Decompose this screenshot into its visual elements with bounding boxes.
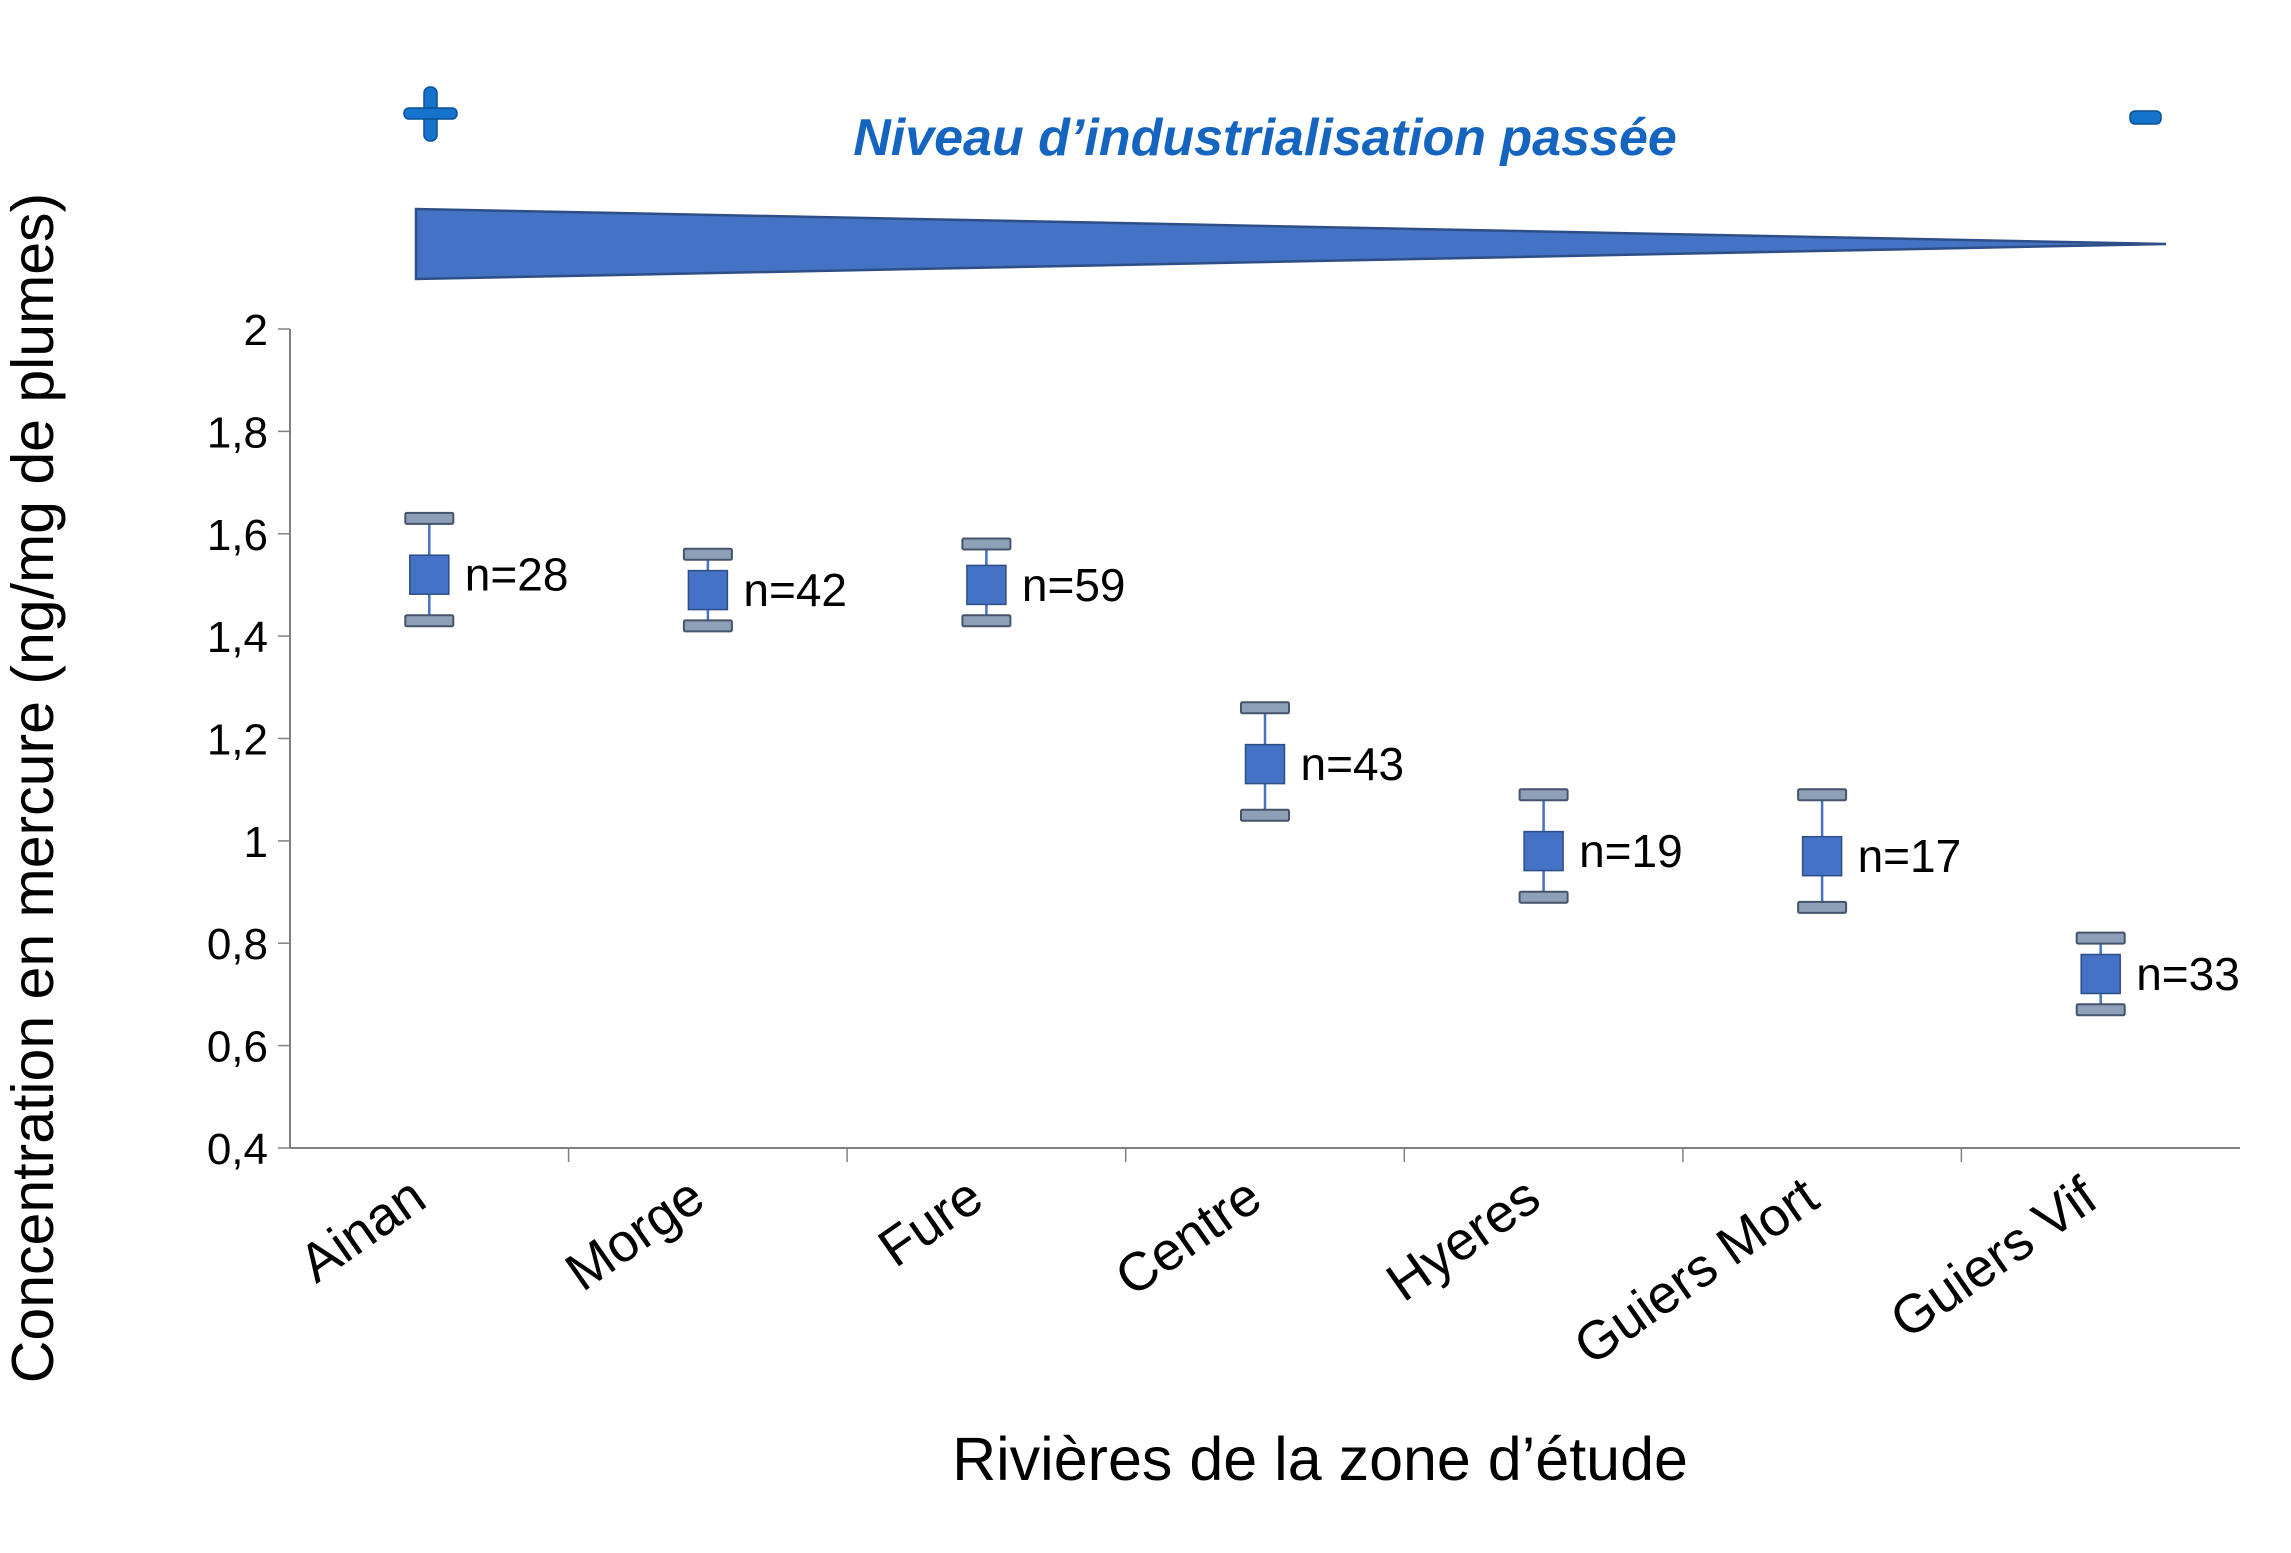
svg-text:2: 2 — [244, 306, 268, 355]
svg-text:n=42: n=42 — [743, 564, 847, 616]
svg-text:0,4: 0,4 — [207, 1125, 268, 1174]
svg-text:n=17: n=17 — [1858, 830, 1962, 882]
svg-text:1: 1 — [244, 818, 268, 867]
svg-text:n=43: n=43 — [1301, 738, 1405, 790]
svg-text:0,6: 0,6 — [207, 1023, 268, 1072]
svg-text:1,8: 1,8 — [207, 408, 268, 457]
svg-text:1,6: 1,6 — [207, 511, 268, 560]
svg-text:n=59: n=59 — [1022, 559, 1126, 611]
svg-text:Concentration en mercure (ng/m: Concentration en mercure (ng/mg de plume… — [0, 193, 66, 1383]
svg-text:n=33: n=33 — [2136, 948, 2240, 1000]
svg-text:1,2: 1,2 — [207, 716, 268, 765]
svg-text:Rivières de la zone d’étude: Rivières de la zone d’étude — [952, 1425, 1688, 1493]
svg-text:n=19: n=19 — [1579, 825, 1683, 877]
svg-text:0,8: 0,8 — [207, 920, 268, 969]
svg-text:Niveau d’industrialisation pas: Niveau d’industrialisation passée — [853, 109, 1677, 167]
svg-text:n=28: n=28 — [465, 549, 569, 601]
svg-text:1,4: 1,4 — [207, 613, 268, 662]
